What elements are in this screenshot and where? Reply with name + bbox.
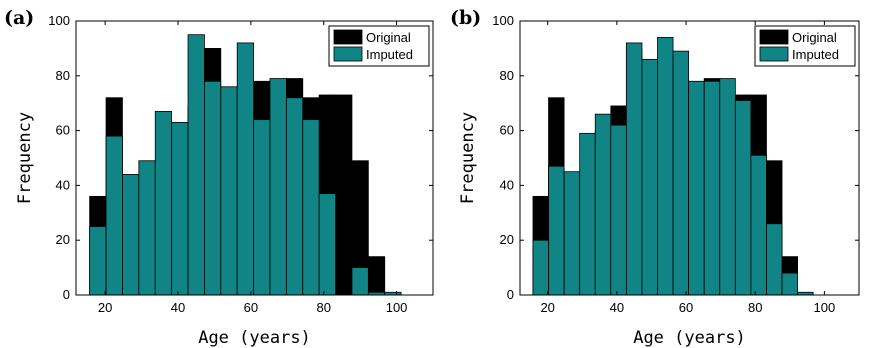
x-tick-label: 40: [610, 300, 624, 315]
y-tick-label: 100: [48, 13, 70, 28]
x-tick-label: 80: [316, 300, 330, 315]
bar-imputed: [641, 58, 658, 295]
y-tick-label: 20: [56, 232, 70, 247]
bar-imputed: [220, 86, 238, 295]
bar-imputed: [204, 80, 222, 295]
bar-imputed: [105, 135, 123, 295]
panel-label: (b): [450, 7, 481, 29]
bar-imputed: [384, 291, 402, 295]
bar-original: [335, 94, 353, 295]
bar-imputed: [122, 174, 140, 295]
y-tick-label: 80: [56, 68, 70, 83]
bar-imputed: [688, 80, 705, 295]
y-tick-label: 0: [63, 287, 70, 302]
legend-label: Original: [366, 30, 411, 45]
bar-imputed: [138, 160, 156, 295]
y-tick-label: 60: [56, 123, 70, 138]
x-tick-label: 100: [814, 300, 836, 315]
x-tick-label: 60: [244, 300, 258, 315]
bar-imputed: [187, 34, 205, 295]
x-tick-label: 40: [171, 300, 185, 315]
bar-imputed: [171, 121, 189, 295]
y-tick-label: 40: [500, 177, 514, 192]
panel-label: (a): [4, 7, 34, 29]
bar-imputed: [302, 119, 320, 295]
legend-swatch-imputed: [759, 46, 789, 62]
plot-frame: [75, 20, 434, 296]
bar-imputed: [734, 100, 752, 295]
bar-imputed: [703, 80, 721, 295]
bar-imputed: [579, 132, 596, 295]
bar-imputed: [89, 226, 107, 295]
bar-imputed: [318, 193, 336, 295]
legend-swatch-original: [759, 29, 789, 45]
plot-frame: [519, 20, 860, 296]
bar-imputed: [548, 165, 565, 295]
x-axis-label: Age (years): [198, 328, 311, 348]
bar-imputed: [750, 154, 767, 295]
bar-imputed: [781, 272, 799, 295]
x-tick-label: 100: [386, 300, 408, 315]
x-tick-label: 80: [748, 300, 762, 315]
y-tick-label: 60: [500, 123, 514, 138]
bar-imputed: [269, 78, 287, 295]
bar-imputed: [719, 78, 736, 295]
bar-imputed: [351, 267, 369, 295]
bar-imputed: [154, 111, 173, 295]
x-tick-label: 20: [98, 300, 112, 315]
bar-imputed: [797, 291, 814, 295]
bar-imputed: [625, 42, 643, 295]
y-tick-label: 0: [507, 287, 514, 302]
bar-imputed: [766, 223, 783, 295]
bar-imputed: [594, 113, 612, 295]
bar-imputed: [236, 42, 254, 295]
legend-swatch-imputed: [333, 46, 363, 62]
legend-label: Imputed: [366, 47, 413, 62]
bar-imputed: [532, 239, 549, 295]
bar-imputed: [285, 97, 304, 295]
y-tick-label: 80: [500, 68, 514, 83]
bar-imputed: [657, 37, 674, 295]
bar-imputed: [253, 119, 271, 295]
y-tick-label: 20: [500, 232, 514, 247]
y-axis-label: Frequency: [15, 112, 35, 204]
x-tick-label: 20: [540, 300, 554, 315]
x-tick-label: 60: [679, 300, 693, 315]
y-tick-label: 40: [56, 177, 70, 192]
bar-imputed: [672, 50, 690, 295]
x-axis-label: Age (years): [633, 328, 746, 348]
legend-label: Imputed: [792, 47, 839, 62]
y-tick-label: 100: [492, 13, 514, 28]
bar-original: [351, 160, 369, 295]
bar-imputed: [563, 171, 581, 295]
bar-imputed: [610, 124, 627, 295]
legend-swatch-original: [333, 29, 363, 45]
y-axis-label: Frequency: [458, 112, 478, 204]
bar-original: [367, 256, 386, 295]
legend-label: Original: [792, 30, 837, 45]
